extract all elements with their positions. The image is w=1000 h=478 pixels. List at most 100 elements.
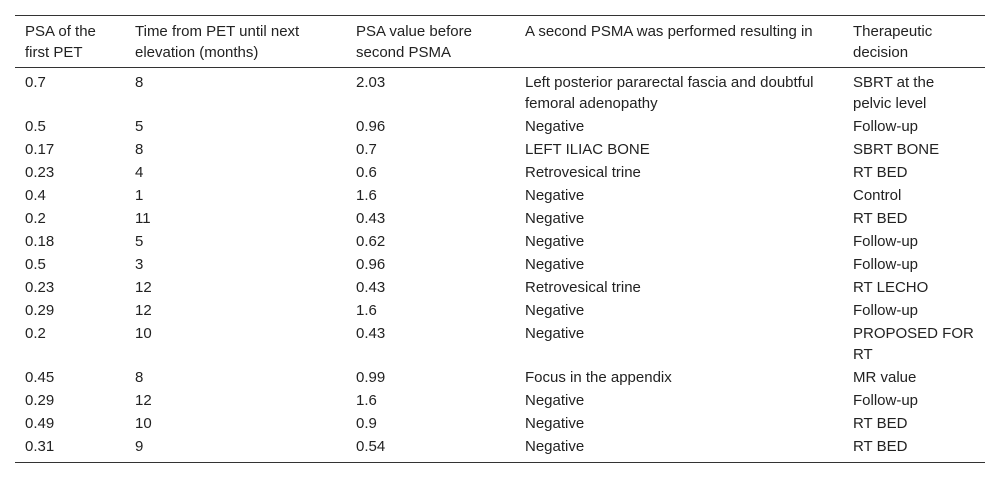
table-cell: Negative bbox=[525, 325, 585, 342]
table-cell: RT BED bbox=[853, 210, 908, 227]
table-cell: Retrovesical trine bbox=[525, 279, 641, 296]
table-cell: Negative bbox=[525, 415, 585, 432]
table-cell: 9 bbox=[135, 438, 144, 455]
table-cell: 0.23 bbox=[25, 164, 55, 181]
table-cell: Left posterior pararectal fascia and dou… bbox=[525, 74, 814, 112]
table-cell: 1 bbox=[135, 187, 144, 204]
header-cell: A second PSMA was performed resulting in bbox=[525, 23, 813, 40]
table-cell: 12 bbox=[135, 279, 152, 296]
table-row: 0.23 12 0.43 Retrovesical trine RT LECHO bbox=[15, 276, 985, 299]
table-cell: 0.7 bbox=[356, 141, 377, 158]
table-cell: 0.54 bbox=[356, 438, 386, 455]
table-row: 0.17 8 0.7 LEFT ILIAC BONE SBRT BONE bbox=[15, 138, 985, 161]
table-cell: 0.23 bbox=[25, 279, 55, 296]
table-cell: Negative bbox=[525, 392, 585, 409]
table-row: 0.2 10 0.43 Negative PROPOSED FOR RT bbox=[15, 322, 985, 366]
table-row: 0.2 11 0.43 Negative RT BED bbox=[15, 207, 985, 230]
table-row: 0.7 8 2.03 Left posterior pararectal fascia… bbox=[15, 68, 985, 116]
table-cell: 10 bbox=[135, 415, 152, 432]
table-row: 0.18 5 0.62 Negative Follow-up bbox=[15, 230, 985, 253]
table-cell: Negative bbox=[525, 187, 585, 204]
table-cell: 10 bbox=[135, 325, 152, 342]
table-cell: PROPOSED FOR RT bbox=[853, 325, 974, 363]
table-header: PSA of the first PET Time from PET until … bbox=[15, 15, 985, 68]
table-cell: 0.43 bbox=[356, 210, 386, 227]
table-cell: 1.6 bbox=[356, 187, 377, 204]
table-cell: 0.96 bbox=[356, 256, 386, 273]
table-cell: RT BED bbox=[853, 438, 908, 455]
table-cell: 0.6 bbox=[356, 164, 377, 181]
table-cell: 11 bbox=[135, 210, 151, 227]
table-cell: 0.2 bbox=[25, 325, 46, 342]
table-container: PSA of the first PET Time from PET until … bbox=[15, 15, 985, 463]
table-cell: 0.29 bbox=[25, 302, 55, 319]
table-cell: 0.5 bbox=[25, 118, 46, 135]
table-cell: Negative bbox=[525, 118, 585, 135]
table-row: 0.5 3 0.96 Negative Follow-up bbox=[15, 253, 985, 276]
header-cell: Time from PET until next elevation (mont… bbox=[135, 23, 300, 61]
table-cell: 0.43 bbox=[356, 325, 386, 342]
table-cell: Negative bbox=[525, 438, 585, 455]
table-cell: RT BED bbox=[853, 415, 908, 432]
table-cell: 0.17 bbox=[25, 141, 55, 158]
table-cell: 0.43 bbox=[356, 279, 386, 296]
table-cell: 0.5 bbox=[25, 256, 46, 273]
table-cell: 4 bbox=[135, 164, 144, 181]
table-row: 0.5 5 0.96 Negative Follow-up bbox=[15, 115, 985, 138]
table-cell: 0.7 bbox=[25, 74, 46, 91]
table-cell: Follow-up bbox=[853, 302, 919, 319]
table-row: 0.29 12 1.6 Negative Follow-up bbox=[15, 299, 985, 322]
header-cell: Therapeutic decision bbox=[853, 23, 933, 61]
table-cell: 1.6 bbox=[356, 392, 377, 409]
table-cell: 8 bbox=[135, 74, 144, 91]
table-row: 0.29 12 1.6 Negative Follow-up bbox=[15, 389, 985, 412]
table-cell: 5 bbox=[135, 233, 144, 250]
table-cell: Negative bbox=[525, 302, 585, 319]
table-cell: Focus in the appendix bbox=[525, 369, 672, 386]
table-cell: Negative bbox=[525, 233, 585, 250]
table-cell: 0.45 bbox=[25, 369, 55, 386]
table-cell: 0.4 bbox=[25, 187, 46, 204]
table-row: 0.31 9 0.54 Negative RT BED bbox=[15, 435, 985, 463]
table-cell: 0.31 bbox=[25, 438, 55, 455]
table-cell: SBRT at the pelvic level bbox=[853, 74, 935, 112]
table-body: 0.7 8 2.03 Left posterior pararectal fascia… bbox=[15, 68, 985, 463]
table-cell: MR value bbox=[853, 369, 917, 386]
table-cell: 8 bbox=[135, 141, 144, 158]
table-cell: 0.9 bbox=[356, 415, 377, 432]
table-cell: 0.18 bbox=[25, 233, 55, 250]
table-cell: Follow-up bbox=[853, 392, 919, 409]
header-cell: PSA of the first PET bbox=[25, 23, 96, 61]
table-cell: 5 bbox=[135, 118, 144, 135]
table-cell: 0.49 bbox=[25, 415, 55, 432]
table-cell: RT BED bbox=[853, 164, 908, 181]
table-cell: 3 bbox=[135, 256, 144, 273]
table-cell: 12 bbox=[135, 302, 152, 319]
table-cell: 8 bbox=[135, 369, 144, 386]
table-cell: Follow-up bbox=[853, 256, 919, 273]
table-cell: 2.03 bbox=[356, 74, 386, 91]
table-cell: 12 bbox=[135, 392, 152, 409]
table-cell: Retrovesical trine bbox=[525, 164, 641, 181]
table-cell: Follow-up bbox=[853, 118, 919, 135]
table-row: 0.45 8 0.99 Focus in the appendix MR value bbox=[15, 366, 985, 389]
table-row: 0.4 1 1.6 Negative Control bbox=[15, 184, 985, 207]
table-cell: Control bbox=[853, 187, 902, 204]
header-cell: PSA value before second PSMA bbox=[356, 23, 472, 61]
table-cell: Negative bbox=[525, 256, 585, 273]
table-cell: 1.6 bbox=[356, 302, 377, 319]
table-cell: SBRT BONE bbox=[853, 141, 940, 158]
table-row: 0.49 10 0.9 Negative RT BED bbox=[15, 412, 985, 435]
table-cell: 0.99 bbox=[356, 369, 386, 386]
data-table: PSA of the first PET Time from PET until … bbox=[15, 15, 985, 463]
table-cell: Follow-up bbox=[853, 233, 919, 250]
header-row: PSA of the first PET Time from PET until … bbox=[15, 15, 985, 68]
table-row: 0.23 4 0.6 Retrovesical trine RT BED bbox=[15, 161, 985, 184]
table-cell: 0.29 bbox=[25, 392, 55, 409]
table-cell: 0.62 bbox=[356, 233, 386, 250]
table-cell: 0.2 bbox=[25, 210, 46, 227]
table-cell: Negative bbox=[525, 210, 585, 227]
table-cell: RT LECHO bbox=[853, 279, 929, 296]
table-cell: LEFT ILIAC BONE bbox=[525, 141, 650, 158]
